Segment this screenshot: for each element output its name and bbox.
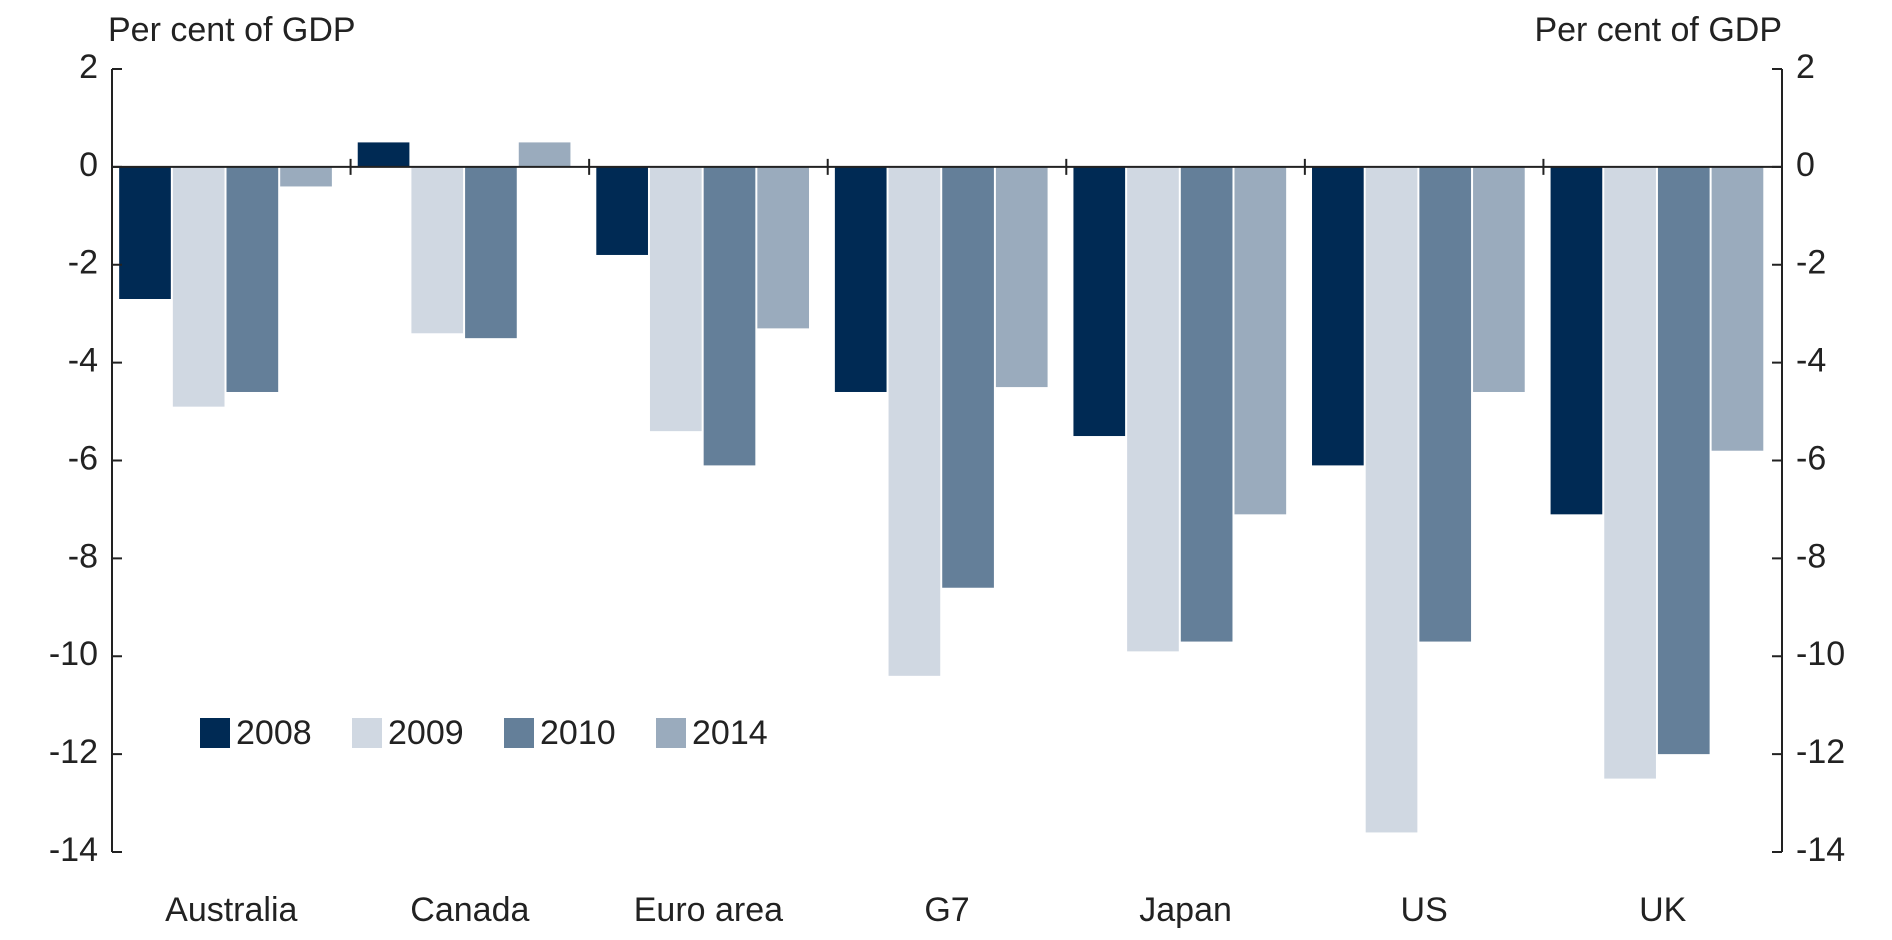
bar <box>172 166 225 407</box>
legend-label: 2010 <box>540 714 616 752</box>
y2-tick-label: -12 <box>1796 733 1845 771</box>
x-tick-label: UK <box>1639 891 1687 929</box>
bar <box>1473 166 1525 392</box>
legend-swatch <box>656 718 686 748</box>
x-tick-label: Japan <box>1139 891 1232 929</box>
bar <box>465 166 517 339</box>
y-tick-label: 0 <box>79 146 98 184</box>
y2-tick-label: -8 <box>1796 537 1826 575</box>
bar <box>1550 166 1603 515</box>
bar <box>226 166 279 392</box>
y-tick-label: -12 <box>49 733 98 771</box>
bar <box>596 166 648 255</box>
y-tick-label: -6 <box>68 439 98 477</box>
legend-label: 2008 <box>236 714 312 752</box>
bar <box>1180 166 1233 642</box>
x-tick-label: Australia <box>165 891 297 929</box>
bar <box>1419 166 1472 642</box>
bar <box>1711 166 1764 451</box>
bar <box>411 166 464 334</box>
y2-axis-label: Per cent of GDP <box>1534 11 1782 49</box>
y2-tick-label: 0 <box>1796 146 1815 184</box>
bar <box>1604 166 1656 779</box>
y-tick-label: -4 <box>68 342 98 380</box>
bar <box>1312 166 1364 466</box>
bar <box>757 166 810 329</box>
legend-label: 2014 <box>692 714 768 752</box>
y2-tick-label: -2 <box>1796 244 1826 282</box>
bar <box>1127 166 1179 652</box>
bar <box>1234 166 1287 515</box>
y-tick-label: -10 <box>49 635 98 673</box>
bar <box>119 166 171 300</box>
legend-swatch <box>352 718 382 748</box>
bar <box>1365 166 1418 833</box>
bar <box>888 166 941 676</box>
y2-tick-label: -6 <box>1796 439 1826 477</box>
bar <box>942 166 994 588</box>
y2-tick-label: -4 <box>1796 342 1826 380</box>
y-tick-label: -14 <box>49 831 98 869</box>
y-tick-label: -8 <box>68 537 98 575</box>
y-tick-label: 2 <box>79 48 98 86</box>
bar <box>357 142 410 167</box>
legend-swatch <box>200 718 230 748</box>
bar <box>834 166 887 392</box>
bar <box>518 142 571 167</box>
bar <box>280 166 332 187</box>
y-tick-label: -2 <box>68 244 98 282</box>
bar <box>995 166 1048 388</box>
legend-label: 2009 <box>388 714 464 752</box>
x-tick-label: G7 <box>924 891 969 929</box>
y-axis-label: Per cent of GDP <box>108 11 356 49</box>
y2-tick-label: -10 <box>1796 635 1845 673</box>
y2-tick-label: 2 <box>1796 48 1815 86</box>
legend-swatch <box>504 718 534 748</box>
bar <box>649 166 702 432</box>
bar <box>1073 166 1126 437</box>
bar <box>1657 166 1710 755</box>
bar <box>703 166 756 466</box>
x-tick-label: Euro area <box>634 891 783 929</box>
y2-tick-label: -14 <box>1796 831 1845 869</box>
x-tick-label: Canada <box>410 891 529 929</box>
x-tick-label: US <box>1401 891 1448 929</box>
